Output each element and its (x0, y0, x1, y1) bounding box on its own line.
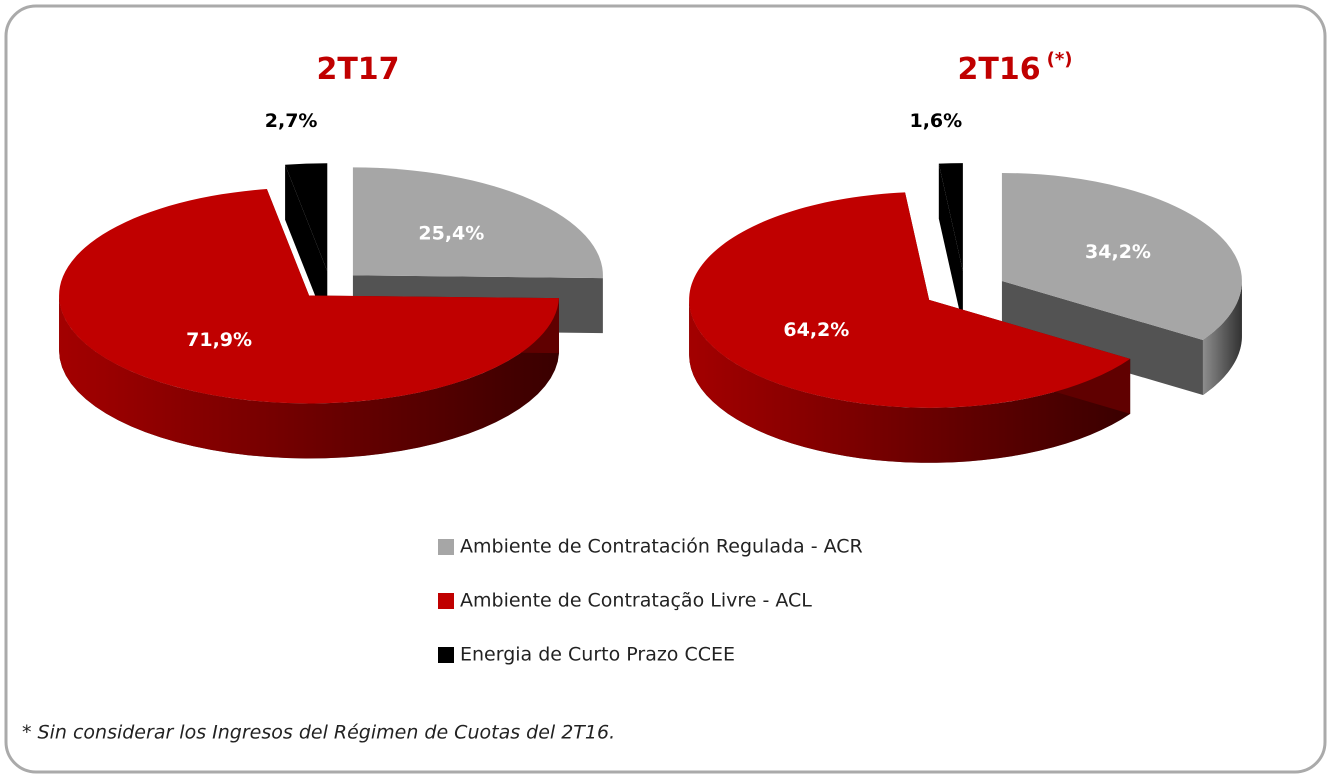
data-label: 25,4% (418, 222, 484, 244)
legend-label: Ambiente de Contratação Livre - ACL (460, 590, 812, 612)
data-label: 34,2% (1085, 241, 1151, 263)
legend-label: Ambiente de Contratación Regulada - ACR (460, 536, 863, 558)
data-label: 1,6% (909, 110, 962, 132)
legend-swatch (438, 647, 454, 663)
chart-title-text: 2T16 (958, 52, 1041, 87)
data-label: 71,9% (186, 329, 252, 351)
data-label: 64,2% (783, 319, 849, 341)
footnote: * Sin considerar los Ingresos del Régime… (22, 722, 615, 744)
data-label: 2,7% (265, 110, 318, 132)
chart-title-text: 2T17 (316, 52, 399, 87)
legend-swatch (438, 593, 454, 609)
legend-swatch (438, 539, 454, 555)
legend-label: Energia de Curto Prazo CCEE (460, 644, 735, 666)
chart-title: 2T17 (316, 52, 399, 87)
chart-title-note: (*) (1047, 49, 1073, 70)
